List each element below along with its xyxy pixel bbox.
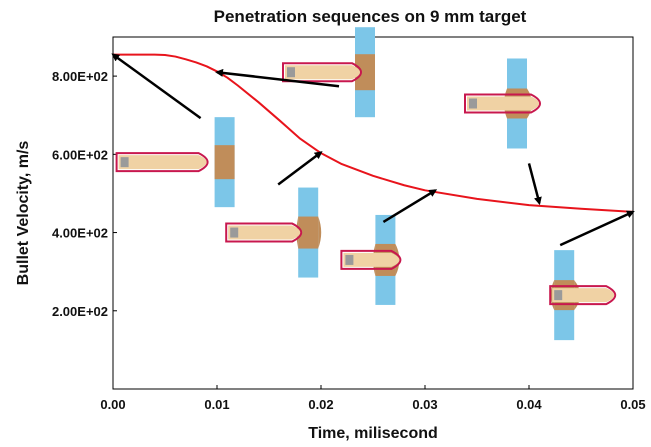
annotation-arrow	[382, 189, 438, 224]
y-tick-label: 8.00E+02	[52, 69, 108, 84]
bullet-base	[469, 98, 477, 109]
y-tick-label: 6.00E+02	[52, 147, 108, 162]
y-axis-label: Bullet Velocity, m/s	[15, 141, 32, 286]
bullet-base	[345, 254, 354, 265]
bullet-jacket	[549, 285, 617, 306]
x-tick-label: 0.01	[204, 397, 229, 412]
x-tick-label: 0.05	[620, 397, 645, 412]
illustration-bullet-bulging	[340, 214, 402, 305]
bullet-base	[287, 67, 295, 78]
illustration-bullet-early-penetration	[225, 187, 322, 278]
plate-bulge	[318, 216, 322, 249]
annotation-arrow	[111, 53, 202, 120]
illustration-bullet-mid-penetration	[282, 27, 375, 118]
bullet-core	[343, 252, 400, 267]
penetration-illustrations	[115, 27, 617, 341]
annotation-arrow	[277, 151, 323, 186]
bullet-jacket	[282, 62, 362, 83]
x-tick-label: 0.03	[412, 397, 437, 412]
x-axis-label: Time, milisecond	[308, 425, 438, 442]
annotation-arrow	[559, 210, 635, 247]
bullet-base	[230, 227, 239, 238]
annotation-arrows	[111, 53, 635, 247]
bullet-core	[118, 155, 207, 170]
bullet-jacket	[464, 93, 541, 114]
x-tick-label: 0.02	[308, 397, 333, 412]
bullet-core	[552, 288, 615, 303]
annotation-arrow	[215, 68, 340, 88]
series-layer	[113, 53, 634, 213]
y-tick-label: 2.00E+02	[52, 304, 108, 319]
illustration-bullet-exit-petaling	[464, 58, 541, 149]
annotation-arrow	[527, 163, 542, 206]
bullet-base	[554, 290, 563, 301]
bullet-jacket	[225, 222, 303, 243]
bullet-core	[467, 96, 539, 111]
y-tick-labels: 2.00E+02 4.00E+02 6.00E+02 8.00E+02	[52, 69, 117, 319]
deformation-zone	[214, 145, 235, 180]
bullet-core	[285, 65, 360, 80]
deformation-zone	[355, 54, 375, 91]
chart-title: Penetration sequences on 9 mm target	[214, 7, 527, 26]
bullet-jacket	[340, 249, 402, 270]
bullet-jacket	[115, 152, 209, 173]
illustration-bullet-perforated	[549, 250, 617, 341]
illustration-bullet-partial-entry	[115, 117, 235, 208]
x-tick-label: 0.04	[516, 397, 542, 412]
bullet-base	[120, 157, 129, 168]
x-tick-label: 0.00	[100, 397, 125, 412]
x-tick-labels: 0.00 0.01 0.02 0.03 0.04 0.05	[100, 385, 646, 412]
bullet-core	[228, 225, 301, 240]
y-tick-label: 4.00E+02	[52, 226, 108, 241]
series-line-1	[113, 53, 634, 213]
deformation-zone	[298, 216, 319, 249]
